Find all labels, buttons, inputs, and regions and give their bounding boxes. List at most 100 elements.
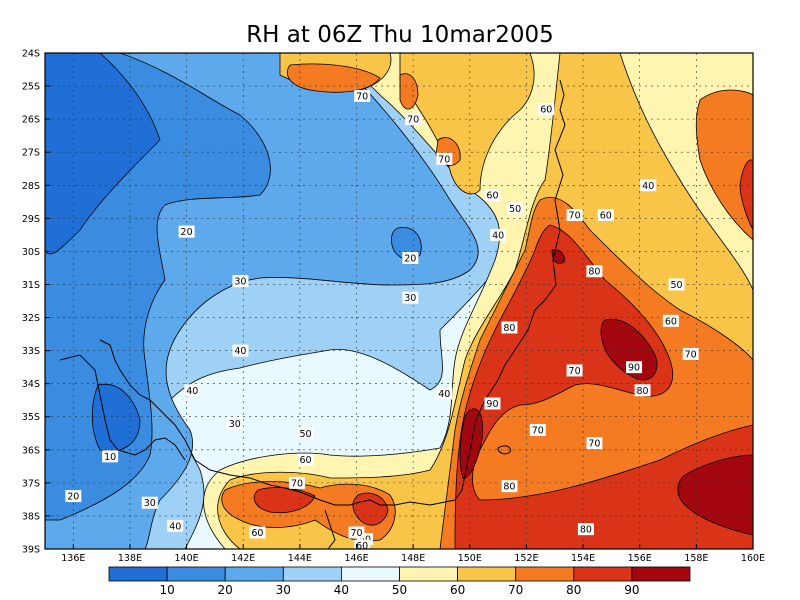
contour-label-bg: [577, 523, 594, 536]
colorbar: 10 20 30 40 50 60 70 80 90: [108, 566, 691, 597]
contour-label-bg: [484, 189, 501, 202]
contour-label-bg: [626, 361, 643, 374]
x-tick-label: 156E: [628, 553, 652, 564]
contour-label: 60: [600, 211, 612, 222]
coastline: [99, 79, 566, 506]
x-tick-label: 138E: [118, 553, 142, 564]
contour-label: 20: [404, 254, 416, 265]
contour-label-bg: [501, 480, 518, 493]
y-tick-label: 39S: [22, 545, 40, 556]
contour-label-bg: [634, 384, 651, 397]
contour-label: 90: [486, 399, 498, 410]
contour-label: 80: [580, 525, 592, 536]
contour-label-bg: [354, 539, 371, 549]
contour-label-bg: [405, 113, 422, 126]
contour-label: 60: [486, 191, 498, 202]
contour-label: 40: [169, 521, 181, 532]
contour-label-bg: [501, 321, 518, 334]
y-tick-label: 34S: [22, 379, 40, 390]
contour-label: 10: [104, 452, 116, 463]
x-axis: 136E 138E 140E 142E 144E 146E 148E 150E 152E 154E…: [61, 544, 765, 564]
band-80-90: [253, 159, 753, 549]
contour-label: 40: [492, 230, 504, 241]
contour-label-bg: [167, 519, 184, 532]
x-tick-label: 150E: [458, 553, 482, 564]
x-tick-label: 136E: [61, 553, 85, 564]
x-tick-label: 160E: [741, 553, 765, 564]
contour-label-bg: [597, 209, 614, 222]
contour-label-bg: [226, 417, 243, 430]
contour-label-bg: [586, 437, 603, 450]
coastline: [497, 445, 511, 455]
contour-label-bg: [249, 526, 266, 539]
x-tick-label: 144E: [288, 553, 312, 564]
y-tick-label: 24S: [22, 49, 40, 60]
plot-frame: [44, 52, 754, 550]
contour-label-bg: [354, 89, 371, 102]
y-tick-label: 28S: [22, 181, 40, 192]
contour-label: 60: [356, 541, 368, 552]
contour-label-bg: [538, 103, 555, 116]
contour-labels: 2020102030303030404040404040505050506060…: [65, 89, 699, 552]
contour-label: 60: [665, 316, 677, 327]
colorbar-label: 10: [159, 583, 174, 597]
contour-label: 70: [291, 478, 303, 489]
contour-label: 70: [588, 439, 600, 450]
colorbar-label: 80: [566, 583, 581, 597]
contour-label: 20: [67, 492, 79, 503]
contour-label-bg: [141, 496, 158, 509]
contour-label-bg: [402, 291, 419, 304]
contour-label: 60: [540, 105, 552, 116]
contour-label: 80: [637, 386, 649, 397]
contour-label: 50: [509, 204, 521, 215]
colorbar-label: 30: [276, 583, 291, 597]
contour-label-bg: [178, 225, 195, 238]
contour-label: 70: [569, 211, 581, 222]
contour-label: 60: [299, 455, 311, 466]
contour-label-bg: [65, 490, 82, 503]
colorbar-label: 60: [450, 583, 465, 597]
contour-label-bg: [682, 347, 699, 360]
contour-label-bg: [232, 275, 249, 288]
contour-label: 30: [229, 419, 241, 430]
band-above-90: [459, 249, 753, 536]
contour-label-bg: [102, 450, 119, 463]
contour-label-bg: [436, 152, 453, 165]
contour-label: 60: [251, 528, 263, 539]
contour-label: 70: [407, 115, 419, 126]
x-tick-label: 158E: [684, 553, 708, 564]
contour-label: 50: [299, 429, 311, 440]
y-tick-label: 25S: [22, 82, 40, 93]
x-tick-label: 140E: [175, 553, 199, 564]
colorbar-swatch: [108, 566, 168, 582]
colorbar-label: 40: [334, 583, 349, 597]
y-tick-label: 27S: [22, 148, 40, 159]
contour-label: 70: [569, 366, 581, 377]
y-tick-label: 32S: [22, 313, 40, 324]
colorbar-swatch: [340, 566, 400, 582]
x-tick-label: 142E: [231, 553, 255, 564]
contour-label: 50: [670, 280, 682, 291]
coastline: [324, 509, 336, 549]
y-tick-label: 37S: [22, 478, 40, 489]
colorbar-swatch: [457, 566, 517, 582]
contour-label: 30: [144, 498, 156, 509]
contour-label-bg: [507, 202, 524, 215]
x-tick-label: 152E: [514, 553, 538, 564]
contour-label-bg: [529, 423, 546, 436]
contour-label-bg: [668, 278, 685, 291]
y-axis: 24S 25S 26S 27S 28S 29S 30S 31S 32S 33S 34S 35S 36S 3…: [22, 49, 50, 556]
contour-label: 30: [404, 293, 416, 304]
contour-label: 70: [438, 154, 450, 165]
colorbar-swatch: [166, 566, 226, 582]
colorbar-swatch: [515, 566, 575, 582]
chart-title: RH at 06Z Thu 10mar2005: [246, 22, 554, 48]
colorbar-swatch: [573, 566, 633, 582]
contour-label: 30: [234, 277, 246, 288]
colorbar-label: 70: [508, 583, 523, 597]
contour-label: 20: [181, 227, 193, 238]
contour-label-bg: [566, 209, 583, 222]
y-tick-label: 38S: [22, 511, 40, 522]
contour-label-bg: [348, 526, 365, 539]
